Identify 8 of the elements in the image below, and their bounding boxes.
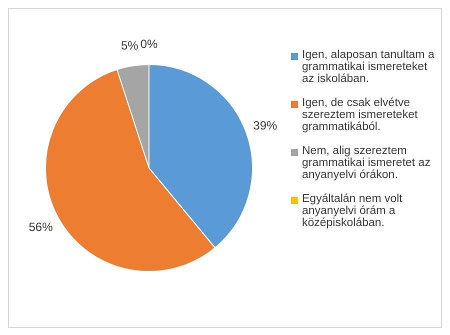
data-label: 39% [253, 118, 278, 132]
legend-label: Egyáltalán nem volt anyanyelvi órám a középiskolában. [302, 193, 404, 229]
data-label: 5% [121, 38, 139, 52]
legend-label: Igen, alaposan tanultam a grammatikai ismereteket az iskolában. [302, 49, 436, 85]
text: 0% [140, 36, 158, 51]
legend-label: Igen, de csak elvétve szereztem ismereteket grammatikából. [302, 97, 419, 133]
data-label: 56% [28, 220, 54, 234]
legend-label: Nem, alig szereztem grammatikai ismeretet az anyanyelvi órákon. [302, 145, 432, 181]
